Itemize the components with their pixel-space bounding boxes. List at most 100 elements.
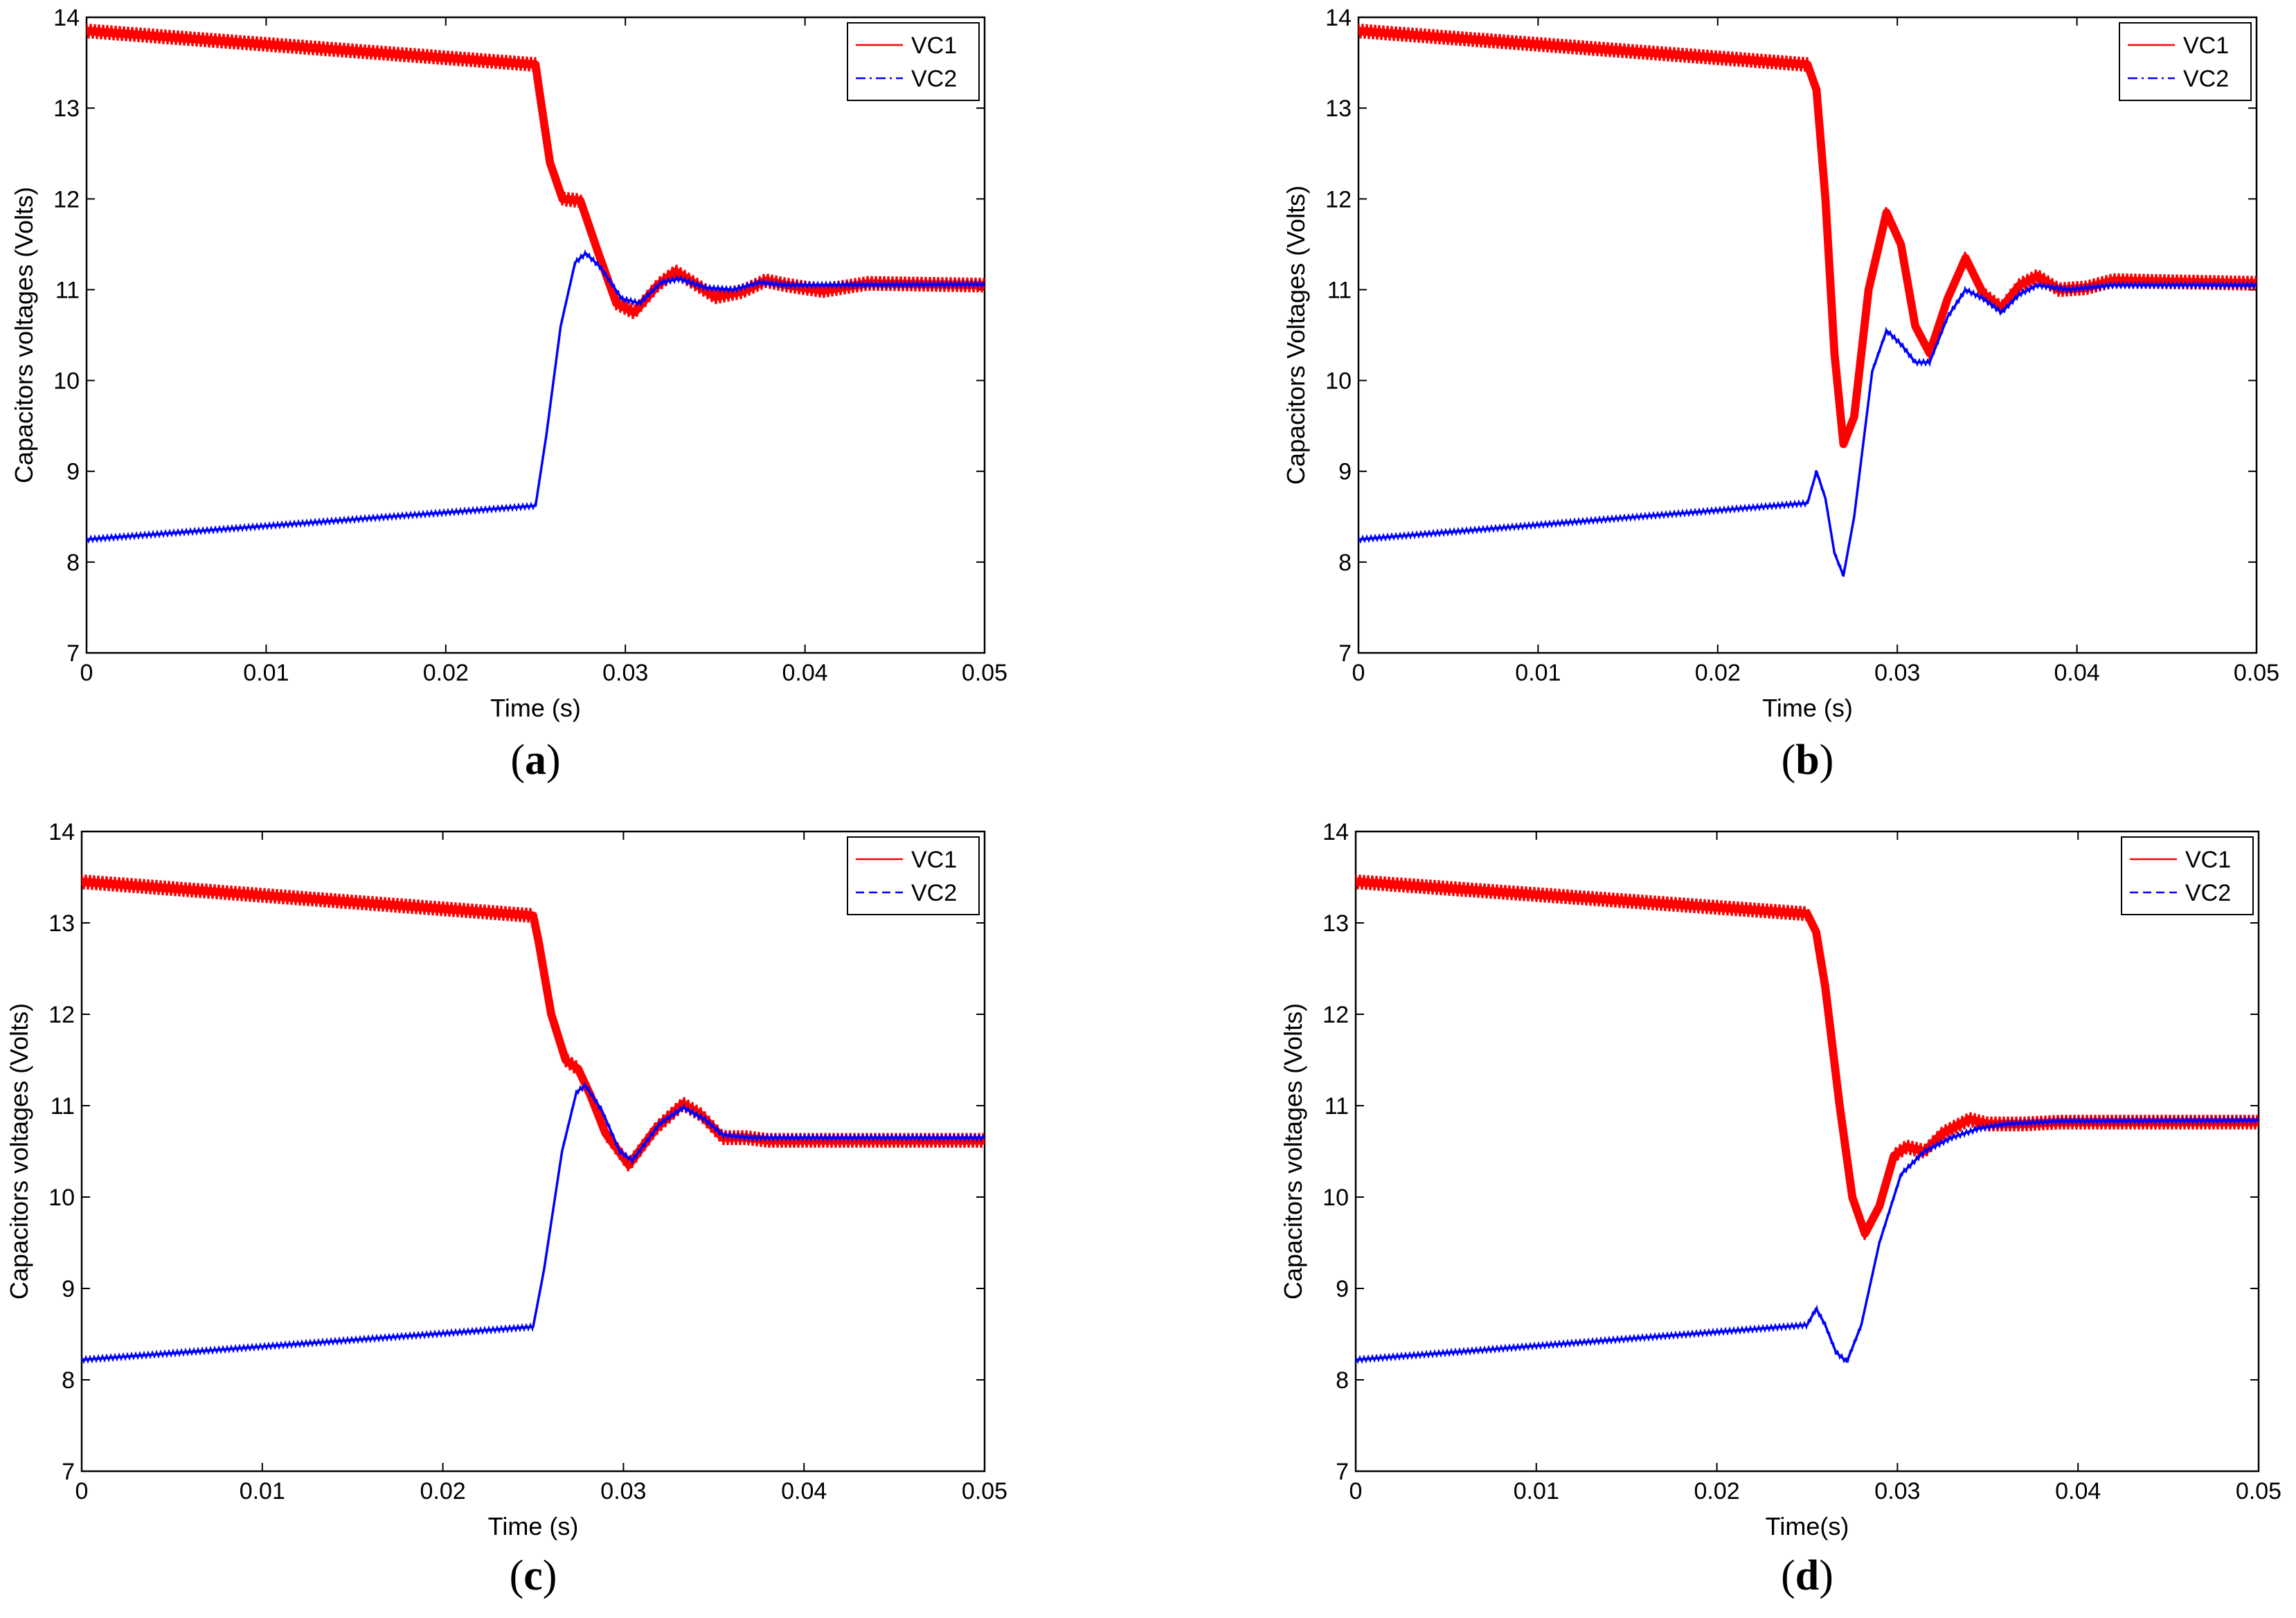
- panel-caption-letter: a: [525, 737, 546, 784]
- x-tick-label: 0.05: [962, 660, 1007, 686]
- x-tick-label: 0.01: [243, 660, 289, 686]
- legend-box: [847, 836, 980, 915]
- y-tick-label: 13: [1322, 910, 1349, 937]
- legend-label-vc1: VC1: [911, 33, 957, 59]
- x-tick-label: 0.04: [2055, 1478, 2101, 1504]
- y-tick-label: 7: [66, 640, 80, 667]
- chart-panel-c: 0 0.01 0.02 0.03 0.04 0.05 7 8 9 10 11 12 13 14 Time (…: [5, 819, 1007, 1599]
- series-vc1-line: [82, 877, 985, 1169]
- y-tick-label: 12: [48, 1002, 75, 1028]
- x-tick-label: 0.03: [602, 660, 648, 686]
- y-tick-label: 8: [1338, 550, 1352, 576]
- chart-panel-b: 0 0.01 0.02 0.03 0.04 0.05 7 8 9 10 11 12 13 14 Time (…: [1282, 5, 2279, 784]
- plot-area: [80, 830, 986, 1473]
- y-tick-label: 8: [62, 1367, 75, 1394]
- panel-caption: (d): [1781, 1552, 1833, 1599]
- y-tick-label: 10: [1325, 368, 1352, 395]
- y-tick-label: 7: [1336, 1459, 1349, 1485]
- y-tick-label: 14: [53, 5, 80, 31]
- y-tick-label: 12: [1325, 186, 1352, 213]
- series-vc2-line: [87, 252, 985, 541]
- x-tick-label: 0: [1349, 1478, 1363, 1504]
- y-tick-label: 11: [1327, 277, 1352, 303]
- y-tick-label: 12: [1322, 1002, 1349, 1028]
- x-tick-label: 0.04: [2054, 660, 2100, 686]
- y-tick-label: 13: [53, 96, 80, 122]
- series-vc2-line: [82, 1084, 985, 1361]
- y-tick-label: 7: [62, 1459, 75, 1485]
- x-tick-label: 0.02: [420, 1478, 466, 1504]
- x-tick-label: 0.03: [600, 1478, 646, 1504]
- x-tick-label: 0.03: [1874, 1478, 1920, 1504]
- x-tick-label: 0.02: [423, 660, 469, 686]
- series-group: [87, 23, 985, 544]
- y-tick-label: 14: [1322, 819, 1349, 845]
- series-vc1-ripple: [1358, 23, 2257, 444]
- legend-box: [2119, 22, 2252, 101]
- y-tick-label: 10: [48, 1185, 75, 1211]
- x-tick-label: 0: [75, 1478, 89, 1504]
- y-tick-label: 9: [62, 1276, 75, 1302]
- series-group: [1356, 874, 2259, 1365]
- series-group: [1358, 23, 2257, 577]
- plot-area: [1354, 830, 2260, 1473]
- x-tick-label: 0.01: [1515, 660, 1561, 686]
- series-group: [82, 874, 985, 1365]
- legend-label-vc1: VC1: [911, 847, 957, 873]
- y-tick-label: 11: [55, 277, 80, 303]
- plot-area: [1357, 16, 2258, 654]
- y-tick-label: 9: [1338, 459, 1352, 485]
- panel-caption: (c): [510, 1552, 557, 1599]
- legend-box: [2121, 836, 2254, 915]
- x-tick-label: 0.04: [781, 1478, 827, 1504]
- x-tick-label: 0.01: [240, 1478, 285, 1504]
- x-axis-label: Time (s): [488, 1512, 579, 1540]
- y-tick-label: 14: [48, 819, 75, 845]
- panel-caption-letter: b: [1795, 737, 1819, 784]
- series-vc2-line: [1358, 284, 2257, 577]
- x-tick-label: 0.02: [1694, 1478, 1740, 1504]
- x-tick-label: 0.02: [1695, 660, 1741, 686]
- panel-caption-letter: c: [523, 1552, 543, 1599]
- x-tick-label: 0.01: [1514, 1478, 1559, 1504]
- panel-caption: (a): [510, 737, 560, 784]
- x-axis-label: Time (s): [490, 694, 581, 722]
- legend-label-vc2: VC2: [2185, 880, 2231, 906]
- x-tick-label: 0.05: [962, 1478, 1007, 1504]
- x-tick-label: 0.05: [2234, 660, 2279, 686]
- x-tick-label: 0.05: [2236, 1478, 2281, 1504]
- y-tick-label: 11: [1325, 1093, 1349, 1120]
- y-tick-label: 14: [1325, 5, 1352, 31]
- y-axis-label: Capacitors voltages (Volts): [10, 187, 38, 483]
- chart-panel-a: 0 0.01 0.02 0.03 0.04 0.05 7 8 9 10 11 12 13 14 Time (…: [10, 5, 1007, 784]
- y-tick-label: 8: [66, 550, 80, 576]
- y-axis-label: Capacitors voltages (Volts): [1279, 1003, 1307, 1300]
- y-tick-label: 8: [1336, 1367, 1349, 1394]
- y-tick-label: 7: [1338, 640, 1352, 667]
- legend-box: [847, 22, 980, 101]
- x-tick-label: 0: [1352, 660, 1365, 686]
- panel-caption-letter: d: [1795, 1552, 1819, 1599]
- legend-label-vc2: VC2: [2183, 66, 2229, 92]
- x-axis-label: Time(s): [1766, 1512, 1849, 1540]
- y-tick-label: 10: [53, 368, 80, 395]
- x-tick-label: 0: [80, 660, 93, 686]
- series-vc2-line: [1356, 1119, 2259, 1363]
- y-tick-label: 12: [53, 186, 80, 213]
- chart-panel-d: 0 0.01 0.02 0.03 0.04 0.05 7 8 9 10 11 12 13 14 Time(s…: [1279, 819, 2281, 1599]
- y-tick-label: 11: [51, 1093, 75, 1120]
- y-tick-label: 13: [48, 910, 75, 937]
- legend-label-vc1: VC1: [2183, 33, 2229, 59]
- legend-label-vc2: VC2: [911, 880, 957, 906]
- legend-label-vc1: VC1: [2185, 847, 2231, 873]
- x-tick-label: 0.04: [782, 660, 828, 686]
- y-tick-label: 9: [66, 459, 80, 485]
- y-tick-label: 9: [1336, 1276, 1349, 1302]
- y-tick-label: 13: [1325, 96, 1352, 122]
- plot-area: [85, 16, 986, 654]
